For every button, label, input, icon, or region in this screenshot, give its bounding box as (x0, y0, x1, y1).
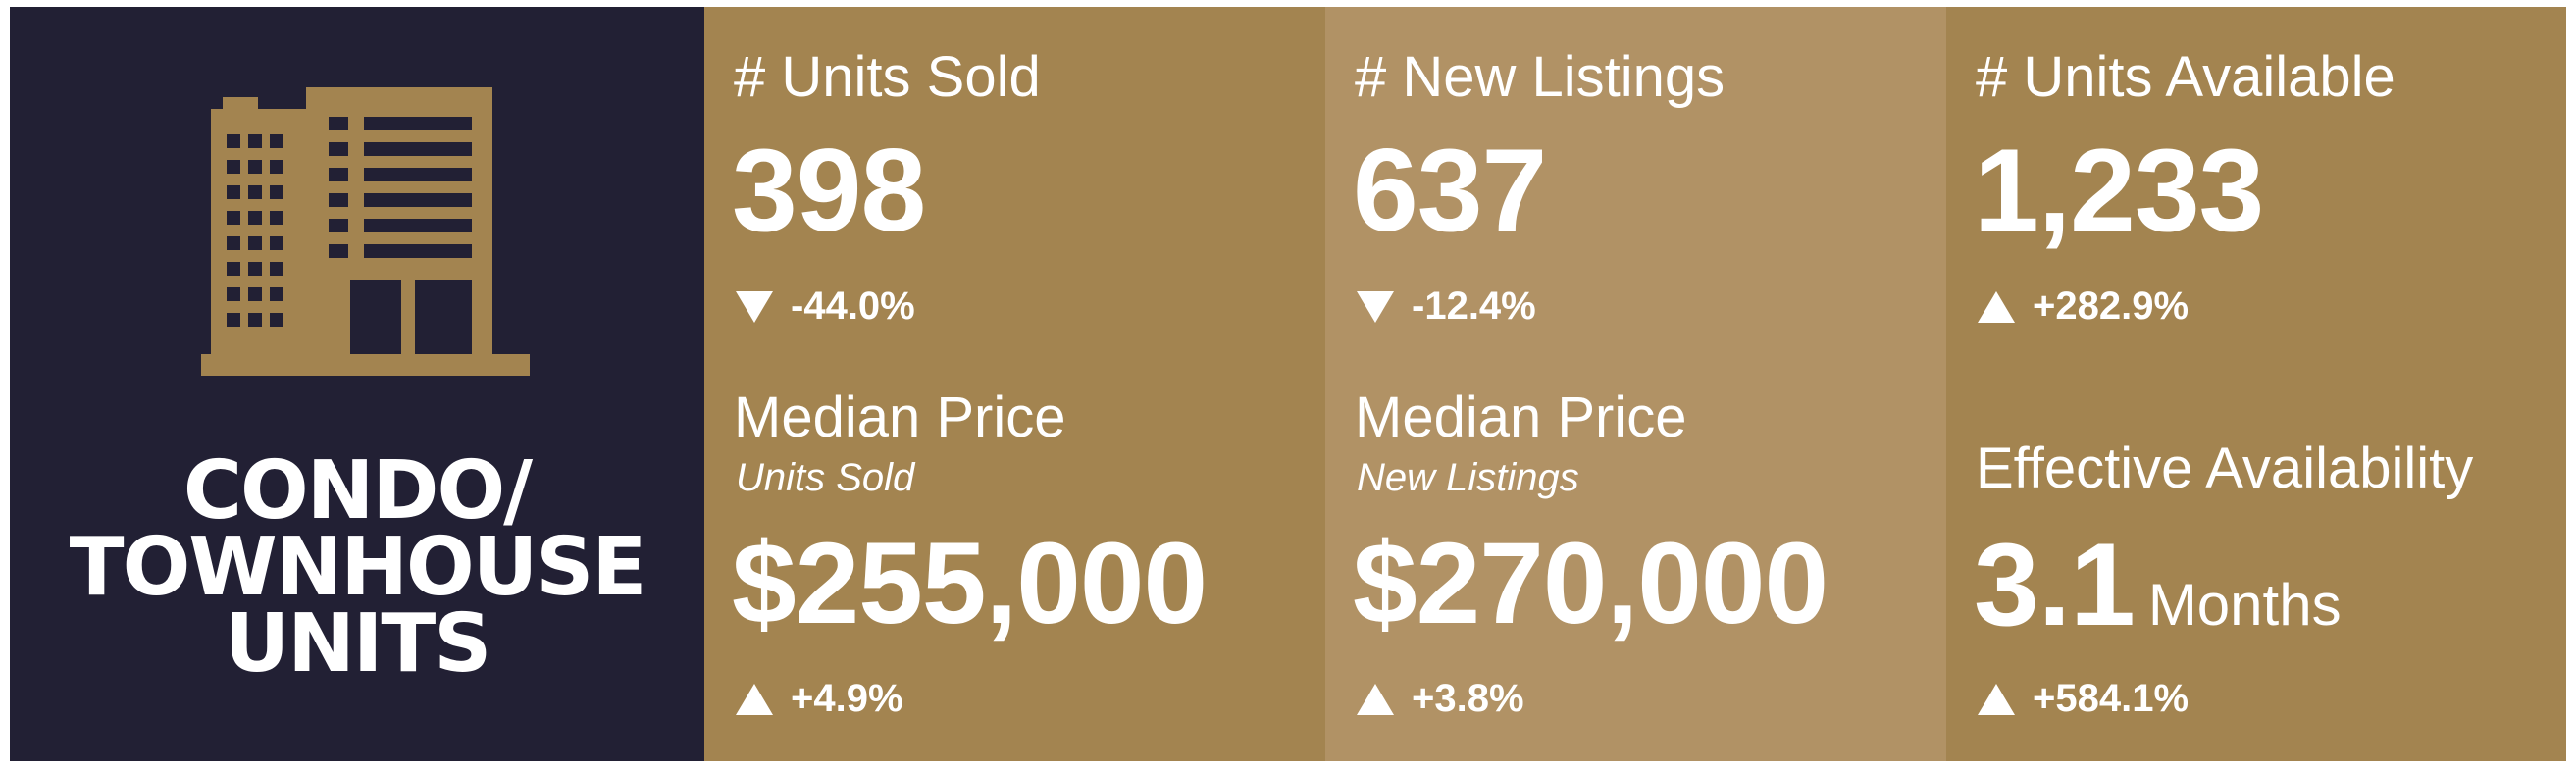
median-price-value: $270,000 (1353, 519, 1829, 648)
up-arrow-icon (1357, 683, 1394, 715)
median-price-label: Median Price (1355, 386, 1687, 449)
change-text: +282.9% (2033, 284, 2190, 328)
units-available-change: +282.9% (1978, 284, 2189, 329)
brand-title-line: TOWNHOUSE (69, 521, 647, 614)
down-arrow-icon (736, 290, 773, 323)
brand-title: CONDO/ TOWNHOUSE UNITS (10, 444, 704, 691)
effective-availability-value: 3.1 Months (1974, 517, 2342, 652)
units-sold-change: -44.0% (736, 284, 915, 329)
building-icon (201, 87, 530, 376)
units-sold-label: # Units Sold (734, 45, 1041, 109)
stats-banner: CONDO/ TOWNHOUSE UNITS # Units Sold 398 … (10, 7, 2566, 761)
median-price-sublabel: New Listings (1357, 456, 1579, 499)
up-arrow-icon (1978, 683, 2015, 715)
effective-availability-change: +584.1% (1978, 677, 2189, 721)
effective-availability-label: Effective Availability (1976, 437, 2474, 500)
new-listings-value: 637 (1353, 125, 1547, 256)
median-price-change: +3.8% (1357, 677, 1524, 721)
median-price-value: $255,000 (732, 519, 1208, 648)
stat-column-new-listings: # New Listings 637 -12.4% Median Price N… (1325, 7, 1946, 761)
change-text: -44.0% (791, 284, 915, 328)
brand-title-line: CONDO/ (182, 444, 533, 538)
brand-panel: CONDO/ TOWNHOUSE UNITS (10, 7, 704, 761)
up-arrow-icon (1978, 290, 2015, 323)
up-arrow-icon (736, 683, 773, 715)
median-price-change: +4.9% (736, 677, 903, 721)
median-price-sublabel: Units Sold (736, 456, 915, 499)
change-text: -12.4% (1412, 284, 1536, 328)
new-listings-change: -12.4% (1357, 284, 1536, 329)
stat-column-units-sold: # Units Sold 398 -44.0% Median Price Uni… (704, 7, 1325, 761)
new-listings-label: # New Listings (1355, 45, 1726, 109)
units-sold-value: 398 (732, 125, 926, 256)
median-price-label: Median Price (734, 386, 1066, 449)
effective-availability-number: 3.1 (1974, 519, 2136, 650)
effective-availability-unit: Months (2147, 572, 2342, 638)
change-text: +4.9% (791, 677, 903, 720)
change-text: +584.1% (2033, 677, 2190, 720)
brand-title-line: UNITS (224, 597, 492, 691)
change-text: +3.8% (1412, 677, 1524, 720)
units-available-label: # Units Available (1976, 45, 2396, 109)
down-arrow-icon (1357, 290, 1394, 323)
units-available-value: 1,233 (1974, 125, 2264, 256)
stat-column-units-available: # Units Available 1,233 +282.9% Effectiv… (1946, 7, 2566, 761)
